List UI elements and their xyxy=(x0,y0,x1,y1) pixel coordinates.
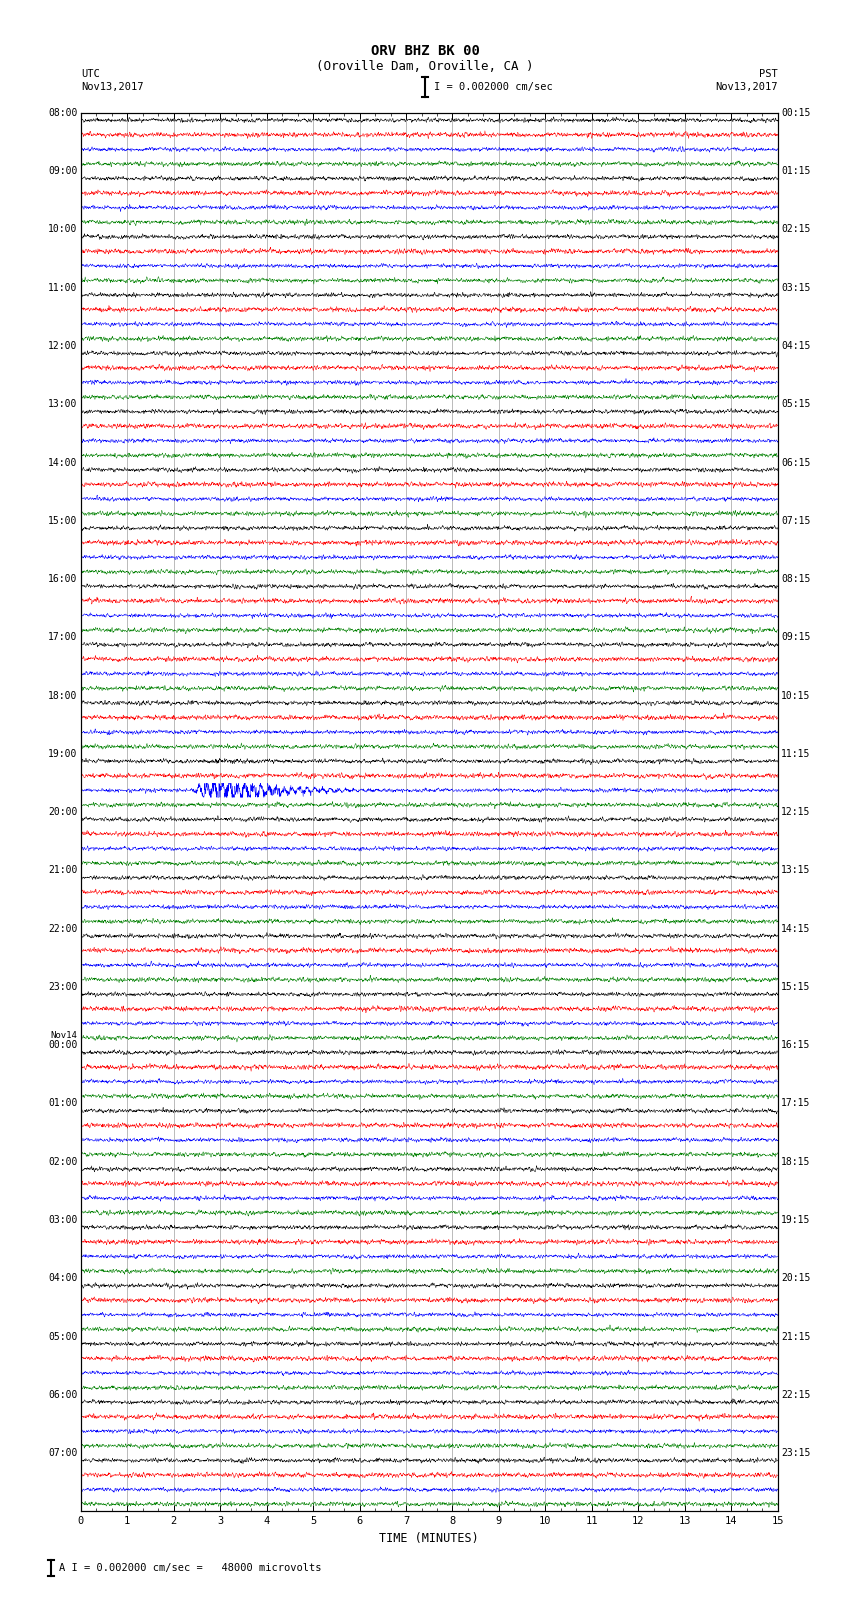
Text: 21:00: 21:00 xyxy=(48,866,77,876)
Text: 17:15: 17:15 xyxy=(781,1098,811,1108)
Text: 18:15: 18:15 xyxy=(781,1157,811,1166)
Text: 09:00: 09:00 xyxy=(48,166,77,176)
Text: 20:15: 20:15 xyxy=(781,1273,811,1284)
Text: 13:15: 13:15 xyxy=(781,866,811,876)
Text: 12:00: 12:00 xyxy=(48,340,77,352)
Text: ORV BHZ BK 00: ORV BHZ BK 00 xyxy=(371,44,479,58)
Text: 03:15: 03:15 xyxy=(781,282,811,292)
Text: 18:00: 18:00 xyxy=(48,690,77,700)
Text: 11:00: 11:00 xyxy=(48,282,77,292)
Text: 12:15: 12:15 xyxy=(781,806,811,818)
Text: 04:00: 04:00 xyxy=(48,1273,77,1284)
Text: 01:15: 01:15 xyxy=(781,166,811,176)
Text: 01:00: 01:00 xyxy=(48,1098,77,1108)
Text: 22:00: 22:00 xyxy=(48,924,77,934)
Text: 08:15: 08:15 xyxy=(781,574,811,584)
Text: 19:15: 19:15 xyxy=(781,1215,811,1224)
Text: 10:15: 10:15 xyxy=(781,690,811,700)
Text: Nov13,2017: Nov13,2017 xyxy=(81,82,144,92)
Text: 00:00: 00:00 xyxy=(48,1040,77,1050)
Text: 07:15: 07:15 xyxy=(781,516,811,526)
Text: A I = 0.002000 cm/sec =   48000 microvolts: A I = 0.002000 cm/sec = 48000 microvolts xyxy=(60,1563,322,1573)
Text: 17:00: 17:00 xyxy=(48,632,77,642)
Text: 04:15: 04:15 xyxy=(781,340,811,352)
Text: Nov13,2017: Nov13,2017 xyxy=(715,82,778,92)
Text: 06:00: 06:00 xyxy=(48,1390,77,1400)
Text: 02:00: 02:00 xyxy=(48,1157,77,1166)
Text: 06:15: 06:15 xyxy=(781,458,811,468)
Text: 07:00: 07:00 xyxy=(48,1448,77,1458)
Text: 16:15: 16:15 xyxy=(781,1040,811,1050)
Text: 02:15: 02:15 xyxy=(781,224,811,234)
Text: 23:00: 23:00 xyxy=(48,982,77,992)
Text: 09:15: 09:15 xyxy=(781,632,811,642)
Text: (Oroville Dam, Oroville, CA ): (Oroville Dam, Oroville, CA ) xyxy=(316,60,534,73)
Text: 16:00: 16:00 xyxy=(48,574,77,584)
Text: Nov14: Nov14 xyxy=(50,1031,77,1040)
Text: 00:15: 00:15 xyxy=(781,108,811,118)
Text: I = 0.002000 cm/sec: I = 0.002000 cm/sec xyxy=(434,82,552,92)
Text: 15:15: 15:15 xyxy=(781,982,811,992)
Text: 03:00: 03:00 xyxy=(48,1215,77,1224)
Text: 13:00: 13:00 xyxy=(48,400,77,410)
Text: 15:00: 15:00 xyxy=(48,516,77,526)
Text: 14:15: 14:15 xyxy=(781,924,811,934)
Text: PST: PST xyxy=(759,69,778,79)
Text: 22:15: 22:15 xyxy=(781,1390,811,1400)
Text: UTC: UTC xyxy=(81,69,99,79)
Text: 19:00: 19:00 xyxy=(48,748,77,758)
X-axis label: TIME (MINUTES): TIME (MINUTES) xyxy=(379,1532,479,1545)
Text: 10:00: 10:00 xyxy=(48,224,77,234)
Text: 21:15: 21:15 xyxy=(781,1332,811,1342)
Text: 11:15: 11:15 xyxy=(781,748,811,758)
Text: 08:00: 08:00 xyxy=(48,108,77,118)
Text: 05:00: 05:00 xyxy=(48,1332,77,1342)
Text: 23:15: 23:15 xyxy=(781,1448,811,1458)
Text: 14:00: 14:00 xyxy=(48,458,77,468)
Text: 20:00: 20:00 xyxy=(48,806,77,818)
Text: 05:15: 05:15 xyxy=(781,400,811,410)
